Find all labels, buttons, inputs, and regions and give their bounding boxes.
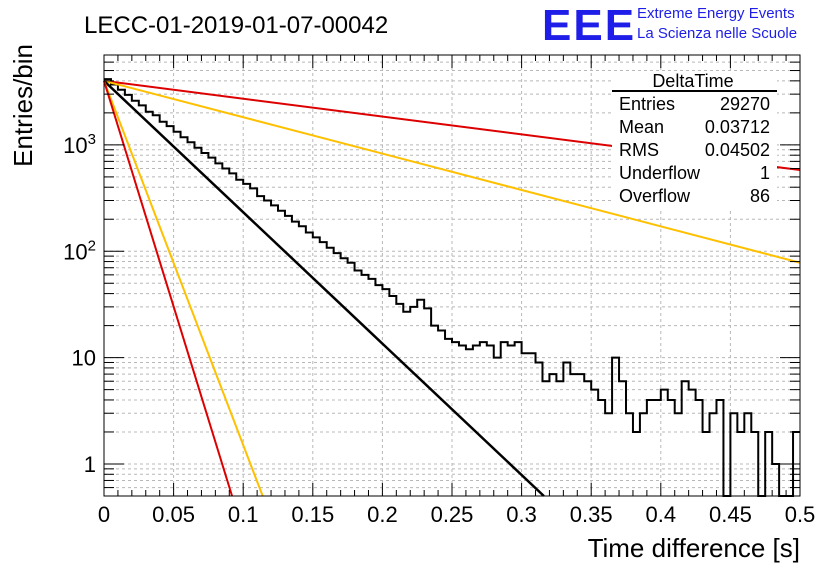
y-tick-label: 1 [84, 452, 96, 477]
eee-logo-mark: EEE [542, 1, 636, 50]
x-tick-labels: 0 0.05 0.1 0.15 0.2 0.25 0.3 0.35 0.4 0.45 0.5 [98, 502, 815, 527]
stats-row-value: 0.03712 [705, 117, 770, 137]
stats-box: DeltaTime Entries 29270 Mean 0.03712 RMS 0.04… [612, 71, 777, 209]
histogram-series [104, 78, 800, 497]
stats-row-value: 0.04502 [705, 140, 770, 160]
fit-line-5 [103, 80, 234, 497]
fit-line-3 [103, 79, 545, 497]
eee-logo-line1: Extreme Energy Events [637, 5, 795, 22]
x-tick-label: 0.3 [506, 502, 537, 527]
x-tick-label: 0 [98, 502, 110, 527]
histogram [104, 78, 800, 497]
y-tick-labels: 1 10 102 103 [63, 131, 96, 477]
stats-row-value: 86 [750, 186, 770, 206]
y-tick-label: 103 [63, 131, 96, 158]
eee-logo: EEE Extreme Energy Events La Scienza nel… [542, 1, 797, 50]
x-tick-label: 0.5 [785, 502, 816, 527]
stats-row-label: Entries [619, 94, 675, 114]
stats-row-value: 1 [760, 163, 770, 183]
stats-title: DeltaTime [652, 71, 733, 91]
stats-row-label: Mean [619, 117, 664, 137]
stats-row-label: Overflow [619, 186, 691, 206]
axis-ticks [103, 54, 801, 497]
stats-rows: Entries 29270 Mean 0.03712 RMS 0.04502Underfl… [619, 94, 770, 206]
y-tick-label: 10 [72, 346, 96, 371]
grid [104, 54, 800, 497]
x-tick-label: 0.2 [367, 502, 398, 527]
stats-row-value: 29270 [720, 94, 770, 114]
stats-row-label: Underflow [619, 163, 701, 183]
chart-title: LECC-01-2019-01-07-00042 [84, 12, 388, 39]
stats-row-label: RMS [619, 140, 659, 160]
fit-line-4 [103, 80, 264, 497]
fit-lines [103, 79, 801, 497]
fit-line-2 [103, 79, 801, 264]
x-tick-label: 0.1 [228, 502, 259, 527]
x-tick-label: 0.4 [646, 502, 677, 527]
y-axis-label: Entries/bin [8, 44, 38, 167]
eee-logo-line2: La Scienza nelle Scuole [637, 25, 797, 42]
x-tick-label: 0.25 [431, 502, 474, 527]
x-tick-label: 0.05 [152, 502, 195, 527]
x-axis-label: Time difference [s] [588, 533, 800, 563]
y-tick-label: 102 [63, 237, 96, 264]
x-tick-label: 0.15 [291, 502, 334, 527]
x-tick-label: 0.35 [570, 502, 613, 527]
x-tick-label: 0.45 [709, 502, 752, 527]
